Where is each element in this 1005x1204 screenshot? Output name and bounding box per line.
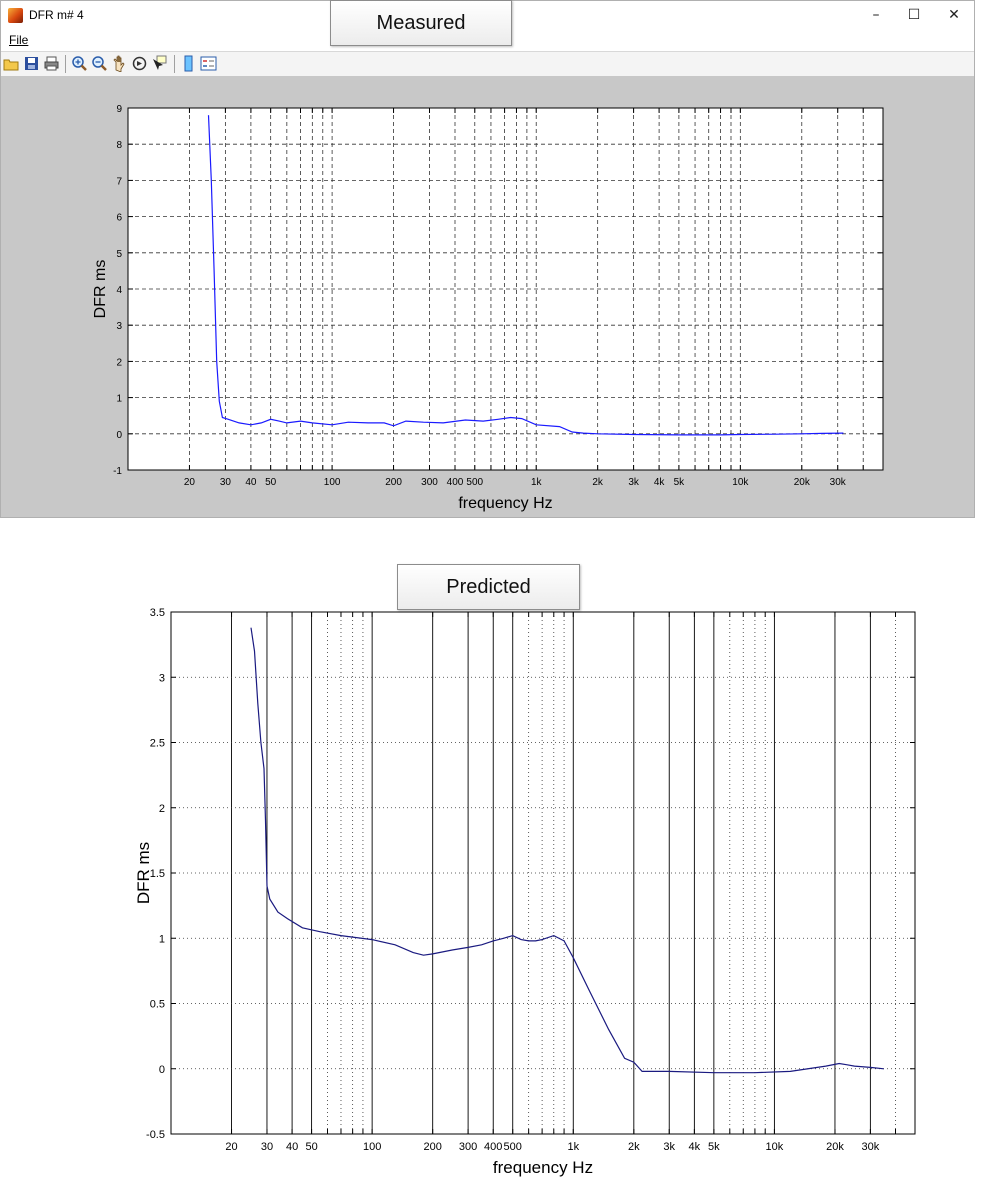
minimize-icon[interactable]: – (872, 7, 880, 23)
save-icon[interactable] (23, 55, 40, 72)
x-tick-label: 100 (324, 477, 341, 488)
y-tick-label: 9 (116, 104, 122, 115)
x-tick-label: 20k (794, 477, 811, 488)
x-tick-label: 10k (732, 477, 749, 488)
legend-icon[interactable] (200, 55, 217, 72)
x-tick-label: 200 (385, 477, 402, 488)
measured-chart: -1 0 1 2 3 4 5 6 7 8 9 20 30 40 50 100 200 300 400 500 1k 2k 3… (92, 104, 884, 512)
x-tick-label: 500 (504, 1141, 522, 1153)
plot-area (128, 108, 883, 470)
x-tick-label: 5k (708, 1141, 720, 1153)
y-tick-label: 7 (116, 176, 122, 187)
x-tick-label: 200 (424, 1141, 442, 1153)
y-tick-label: 0 (116, 430, 122, 441)
y-axis-label: DFR ms (92, 260, 109, 319)
x-tick-label: 10k (766, 1141, 784, 1153)
x-tick-label: 300 (459, 1141, 477, 1153)
x-tick-label: 400 (484, 1141, 502, 1153)
x-tick-label: 1k (567, 1141, 579, 1153)
y-tick-label: 2.5 (150, 738, 165, 750)
y-tick-label: 2 (159, 803, 165, 815)
y-tick-label: 2 (116, 357, 122, 368)
x-tick-label: 4k (689, 1141, 701, 1153)
measured-chart-title: Measured (330, 0, 512, 46)
close-icon[interactable]: ✕ (948, 7, 960, 23)
maximize-icon[interactable]: ☐ (907, 7, 921, 23)
y-tick-label: 5 (116, 249, 122, 260)
y-tick-label: 4 (116, 285, 122, 296)
toolbar (1, 51, 974, 77)
y-tick-label: -1 (113, 466, 122, 477)
y-tick-label: -0.5 (146, 1129, 165, 1141)
y-tick-label: 3.5 (150, 607, 165, 619)
open-icon[interactable] (3, 55, 20, 72)
x-tick-label: 50 (305, 1141, 317, 1153)
x-tick-label: 3k (663, 1141, 675, 1153)
x-tick-label: 2k (628, 1141, 640, 1153)
rotate-icon[interactable] (131, 55, 148, 72)
data-line (207, 115, 844, 436)
y-tick-label: 0.5 (150, 999, 165, 1011)
predicted-chart-title: Predicted (397, 564, 580, 610)
y-tick-label: 1 (159, 933, 165, 945)
window-title: DFR m# 4 (29, 8, 84, 22)
y-tick-label: 3 (116, 321, 122, 332)
x-tick-label: 20 (225, 1141, 237, 1153)
matlab-icon (8, 8, 23, 23)
y-tick-label: 6 (116, 213, 122, 224)
y-tick-label: 8 (116, 140, 122, 151)
y-axis-label: DFR ms (134, 842, 153, 904)
toolbar-separator (174, 55, 175, 73)
plot-frame (127, 107, 884, 471)
menu-file[interactable]: File (9, 33, 29, 47)
x-tick-label: 100 (363, 1141, 381, 1153)
x-tick-label: 2k (592, 477, 604, 488)
print-icon[interactable] (43, 55, 60, 72)
x-tick-label: 30k (862, 1141, 880, 1153)
data-cursor-icon[interactable] (151, 55, 168, 72)
x-tick-label: 400 (447, 477, 464, 488)
x-tick-label: 300 (421, 477, 438, 488)
x-tick-label: 30k (830, 477, 847, 488)
zoom-in-icon[interactable] (71, 55, 88, 72)
predicted-chart: -0.5 0 0.5 1 1.5 2 2.5 3 3.5 20 30 40 50 100 200 300 400… (134, 607, 916, 1177)
x-tick-label: 40 (245, 477, 257, 488)
y-tick-label: 1.5 (150, 868, 165, 880)
x-tick-label: 500 (466, 477, 483, 488)
y-tick-label: 1 (116, 394, 122, 405)
x-axis-label: frequency Hz (458, 495, 552, 512)
y-tick-label: 0 (159, 1064, 165, 1076)
x-tick-label: 4k (654, 477, 666, 488)
zoom-out-icon[interactable] (91, 55, 108, 72)
x-axis-label: frequency Hz (493, 1158, 593, 1177)
x-tick-label: 30 (261, 1141, 273, 1153)
x-tick-label: 3k (628, 477, 640, 488)
pan-icon[interactable] (111, 55, 128, 72)
x-tick-label: 30 (220, 477, 232, 488)
x-tick-label: 20 (184, 477, 196, 488)
x-tick-label: 1k (531, 477, 543, 488)
colorbar-icon[interactable] (180, 55, 197, 72)
data-line (250, 627, 884, 1074)
x-tick-label: 20k (826, 1141, 844, 1153)
x-tick-label: 50 (265, 477, 277, 488)
y-tick-label: 3 (159, 672, 165, 684)
toolbar-separator (65, 55, 66, 73)
plot-frame (170, 611, 916, 1135)
x-tick-label: 5k (674, 477, 686, 488)
x-tick-label: 40 (286, 1141, 298, 1153)
